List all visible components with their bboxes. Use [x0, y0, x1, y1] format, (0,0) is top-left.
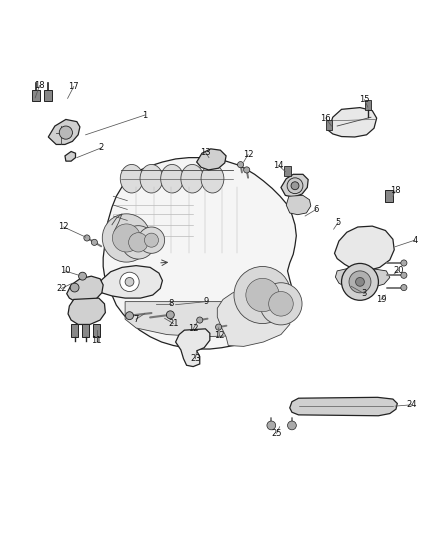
Circle shape — [400, 272, 406, 278]
Circle shape — [287, 421, 296, 430]
Bar — [93, 325, 100, 337]
Polygon shape — [65, 151, 75, 161]
Text: 4: 4 — [411, 236, 417, 245]
Bar — [364, 100, 371, 110]
Ellipse shape — [120, 165, 143, 193]
Text: 7: 7 — [133, 314, 138, 324]
Text: 21: 21 — [168, 319, 178, 328]
Circle shape — [84, 235, 90, 241]
Polygon shape — [334, 226, 393, 271]
Ellipse shape — [201, 165, 223, 193]
Polygon shape — [48, 119, 80, 144]
Circle shape — [70, 283, 79, 292]
Circle shape — [400, 285, 406, 290]
Text: 17: 17 — [68, 82, 79, 91]
Circle shape — [237, 161, 243, 168]
Circle shape — [125, 278, 134, 286]
Polygon shape — [335, 269, 389, 288]
Text: 14: 14 — [273, 161, 283, 170]
Ellipse shape — [140, 165, 162, 193]
Circle shape — [268, 292, 293, 316]
Circle shape — [125, 312, 133, 320]
Circle shape — [215, 324, 221, 330]
Circle shape — [138, 227, 164, 253]
Polygon shape — [217, 288, 290, 346]
Circle shape — [59, 126, 72, 139]
Circle shape — [243, 167, 249, 173]
Circle shape — [290, 182, 298, 190]
Bar — [44, 90, 52, 101]
Text: 6: 6 — [313, 205, 318, 214]
Circle shape — [348, 271, 370, 293]
Polygon shape — [103, 158, 296, 349]
Bar — [32, 90, 40, 101]
Polygon shape — [67, 276, 103, 303]
Circle shape — [286, 178, 302, 193]
Circle shape — [102, 214, 150, 262]
Text: 12: 12 — [187, 325, 198, 333]
Circle shape — [166, 311, 174, 319]
Text: 12: 12 — [214, 332, 224, 341]
Text: 18: 18 — [34, 81, 45, 90]
Ellipse shape — [180, 165, 203, 193]
Text: 10: 10 — [60, 266, 70, 276]
Text: 8: 8 — [168, 300, 173, 308]
Text: 24: 24 — [406, 400, 416, 409]
Polygon shape — [328, 108, 376, 137]
Text: 16: 16 — [320, 114, 330, 123]
Circle shape — [120, 272, 139, 292]
Circle shape — [341, 263, 378, 300]
Circle shape — [144, 233, 158, 247]
Polygon shape — [68, 298, 105, 325]
Circle shape — [196, 317, 202, 323]
Text: 23: 23 — [190, 354, 200, 363]
Circle shape — [245, 278, 279, 312]
Polygon shape — [289, 397, 396, 416]
Polygon shape — [286, 196, 310, 215]
Circle shape — [355, 278, 364, 286]
Text: 12: 12 — [242, 150, 253, 159]
Polygon shape — [196, 149, 226, 170]
Bar — [71, 325, 78, 337]
Text: 5: 5 — [335, 218, 340, 227]
Circle shape — [400, 260, 406, 266]
Text: 1: 1 — [142, 110, 147, 119]
Circle shape — [112, 224, 140, 252]
Circle shape — [233, 266, 290, 324]
Circle shape — [128, 233, 148, 252]
Polygon shape — [125, 302, 285, 337]
Text: 25: 25 — [271, 429, 281, 438]
Text: 15: 15 — [358, 95, 369, 104]
Polygon shape — [175, 329, 209, 367]
Circle shape — [121, 225, 155, 259]
Circle shape — [266, 421, 275, 430]
Circle shape — [78, 272, 86, 280]
Text: 3: 3 — [361, 289, 366, 298]
Bar — [82, 325, 89, 337]
Bar — [284, 166, 290, 176]
Text: 12: 12 — [58, 222, 69, 231]
Text: 13: 13 — [200, 148, 210, 157]
Text: 22: 22 — [56, 284, 67, 293]
Bar — [385, 190, 392, 201]
Bar — [325, 120, 331, 130]
Circle shape — [259, 282, 301, 325]
Text: 11: 11 — [91, 336, 102, 345]
Polygon shape — [96, 265, 162, 298]
Text: 18: 18 — [389, 187, 399, 196]
Polygon shape — [280, 174, 307, 197]
Text: 9: 9 — [203, 297, 208, 306]
Ellipse shape — [160, 165, 183, 193]
Text: 2: 2 — [98, 143, 103, 152]
Circle shape — [91, 239, 97, 245]
Text: 19: 19 — [375, 295, 385, 304]
Text: 20: 20 — [392, 265, 403, 274]
